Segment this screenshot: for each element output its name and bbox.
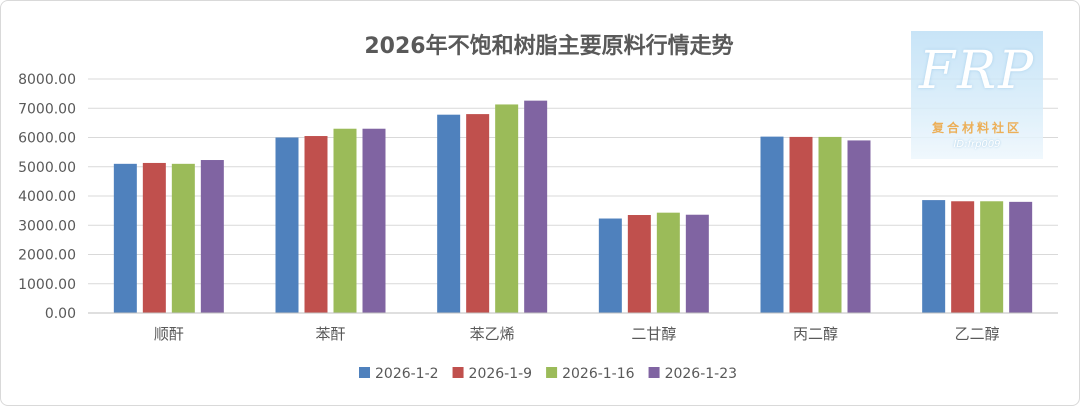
y-tick-label: 4000.00: [18, 189, 76, 205]
legend: 2026-1-2 2026-1-9 2026-1-16 2026-1-23: [359, 366, 737, 382]
bar: [113, 163, 137, 313]
bar: [656, 212, 680, 313]
bar: [495, 104, 519, 313]
bar: [171, 163, 195, 313]
x-tick-label: 顺酐: [154, 325, 184, 343]
bar: [951, 201, 975, 313]
bar: [437, 114, 461, 313]
y-tick-label: 3000.00: [18, 218, 76, 234]
y-tick-label: 0.00: [45, 306, 76, 322]
y-tick-label: 7000.00: [18, 101, 76, 117]
legend-swatch: [452, 367, 464, 378]
y-tick-label: 1000.00: [18, 277, 76, 293]
legend-label: 2026-1-23: [665, 366, 737, 382]
bar: [789, 136, 813, 313]
bar: [362, 128, 386, 313]
x-tick-label: 苯乙烯: [470, 325, 515, 343]
watermark-logo-text: FRP: [918, 41, 1036, 101]
bar: [1009, 201, 1033, 313]
y-tick-label: 5000.00: [18, 160, 76, 176]
x-axis-tick-labels: 顺酐 苯酐 苯乙烯 二甘醇 丙二醇 乙二醇: [154, 325, 1000, 343]
bar: [275, 137, 299, 313]
legend-swatch: [648, 367, 660, 378]
y-tick-label: 8000.00: [18, 72, 76, 88]
bar: [685, 214, 709, 313]
legend-label: 2026-1-16: [562, 366, 635, 382]
x-tick-label: 乙二醇: [955, 325, 1000, 343]
y-axis-tick-labels: 0.00 1000.00 2000.00 3000.00 4000.00 5000.00 6…: [18, 72, 76, 322]
legend-label: 2026-1-9: [469, 366, 533, 382]
bar: [524, 100, 548, 314]
watermark-logo: FRP 复合材料社区 ID:frp009: [911, 31, 1043, 159]
bar: [980, 201, 1004, 313]
chart-title: 2026年不饱和树脂主要原料行情走势: [364, 33, 733, 59]
bar: [200, 160, 224, 313]
bar: [922, 200, 946, 313]
x-tick-label: 丙二醇: [793, 325, 838, 343]
x-tick-label: 苯酐: [315, 325, 345, 343]
bar: [333, 128, 357, 313]
bar: [627, 215, 651, 313]
x-tick-label: 二甘醇: [631, 325, 676, 343]
bar: [304, 136, 328, 313]
bar: [760, 136, 784, 313]
bar: [466, 114, 490, 313]
bar: [847, 140, 871, 313]
watermark-id: ID:frp009: [953, 139, 1001, 150]
y-tick-label: 6000.00: [18, 131, 76, 147]
watermark-caption: 复合材料社区: [931, 121, 1022, 135]
bars: [113, 100, 1033, 314]
bar: [598, 218, 622, 313]
bar: [142, 162, 166, 313]
gridlines: [88, 78, 1058, 285]
legend-swatch: [359, 367, 370, 378]
legend-label: 2026-1-2: [375, 366, 439, 382]
bar: [818, 136, 842, 313]
y-tick-label: 2000.00: [18, 248, 76, 264]
legend-swatch: [546, 367, 558, 378]
